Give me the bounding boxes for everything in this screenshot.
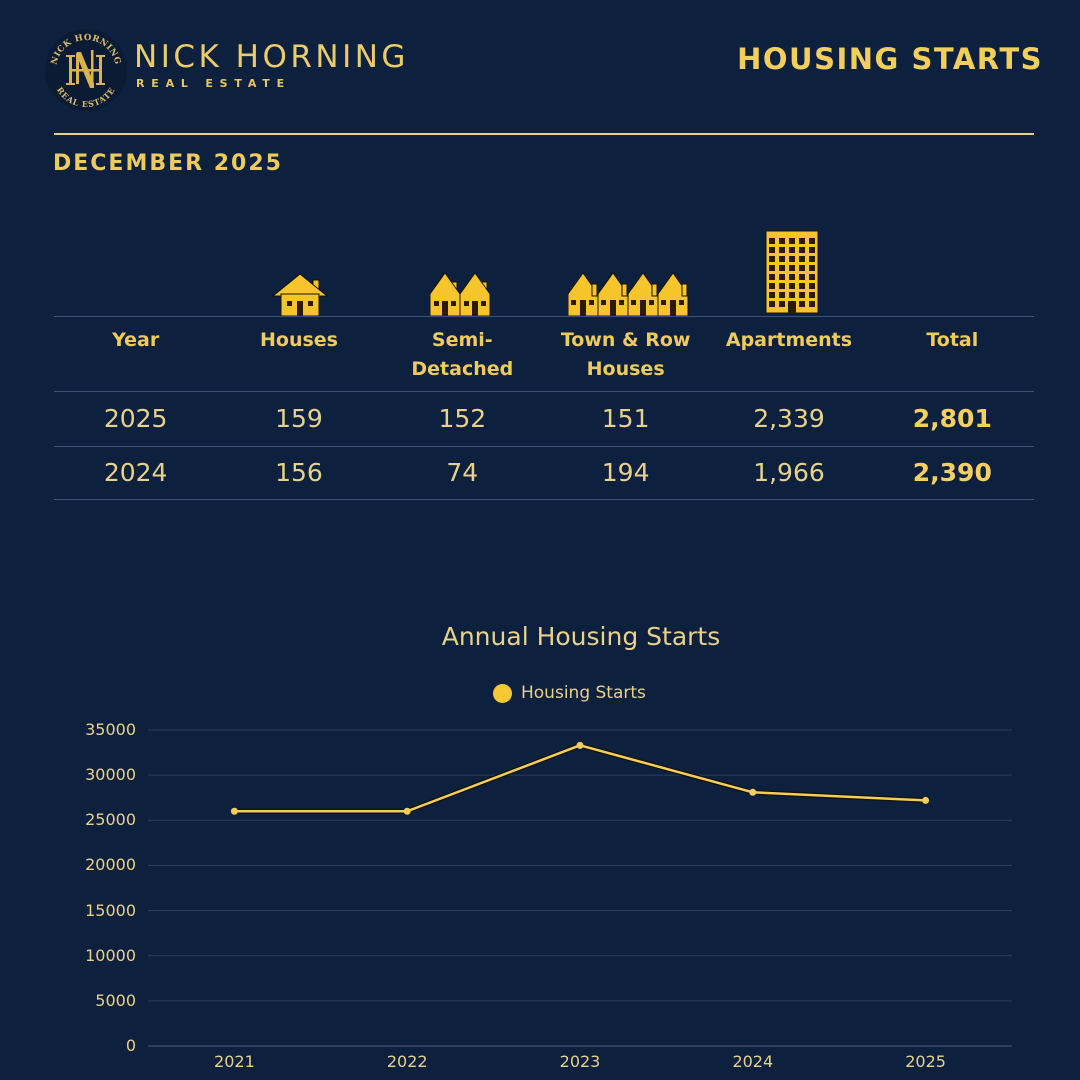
brand-name: NICK HORNING [134,39,409,75]
table-header-row: Year Houses Semi- Detached Town & Row Hous… [54,316,1034,391]
cell-year: 2024 [103,458,168,488]
y-axis-tick-label: 25000 [85,810,136,830]
data-point[interactable] [749,788,757,796]
x-axis-tick-label: 2022 [386,1052,428,1071]
apartment-building-icon [765,230,819,314]
legend-label: Housing Starts [521,683,646,703]
cell-town-row: 194 [601,458,650,488]
y-axis-tick-label: 10000 [85,945,136,965]
series-line-housing-starts [234,744,926,813]
table-row: 2025 159 152 151 2,339 2,801 [54,391,1034,446]
column-header-total: Total [926,329,979,351]
column-header-town-row: Town & Row Houses [560,329,691,380]
data-point[interactable] [576,741,584,749]
data-point[interactable] [230,807,238,815]
cell-apartments: 1,966 [753,458,825,488]
data-point[interactable] [922,796,930,804]
housing-starts-table: Year Houses Semi- Detached Town & Row Hous… [54,316,1034,500]
brand-emblem-logo: NICK HORNING REAL ESTATE [45,29,127,111]
y-axis-tick-label: 20000 [85,855,136,875]
page-title: HOUSING STARTS [737,42,1043,76]
x-axis-tick-label: 2021 [214,1052,255,1071]
column-header-semi-detached: Semi- Detached [411,329,514,380]
cell-total: 2,390 [912,458,992,488]
house-icon [271,273,329,316]
column-header-year: Year [112,329,160,351]
semi-detached-icon [430,272,491,316]
cell-houses: 159 [275,404,323,434]
report-period: DECEMBER 2025 [53,151,283,176]
cell-houses: 156 [275,458,323,488]
data-point[interactable] [403,807,411,815]
chart-legend[interactable]: Housing Starts [493,683,646,703]
cell-semi-detached: 152 [438,404,487,434]
x-axis-tick-label: 2024 [732,1052,774,1071]
x-axis-tick-label: 2023 [559,1052,601,1071]
town-row-houses-icon [568,272,689,316]
brand-subtitle: REAL ESTATE [136,77,291,90]
legend-marker-icon [493,683,512,703]
column-header-houses: Houses [259,329,338,351]
column-header-apartments: Apartments [725,329,853,351]
y-axis-tick-label: 30000 [85,765,136,785]
y-axis-tick-label: 5000 [95,990,136,1010]
cell-total: 2,801 [912,404,992,434]
header-divider [54,133,1034,135]
cell-semi-detached: 74 [446,458,479,488]
x-axis-tick-label: 2025 [905,1052,946,1071]
cell-town-row: 151 [601,404,650,434]
y-axis-tick-label: 35000 [85,720,136,739]
cell-apartments: 2,339 [753,404,825,434]
cell-year: 2025 [103,404,168,434]
monogram-icon [66,50,105,88]
chart-title: Annual Housing Starts [441,622,721,651]
table-row: 2024 156 74 194 1,966 2,390 [54,445,1034,500]
y-axis-tick-label: 0 [125,1036,136,1055]
y-axis-tick-label: 15000 [85,900,136,920]
